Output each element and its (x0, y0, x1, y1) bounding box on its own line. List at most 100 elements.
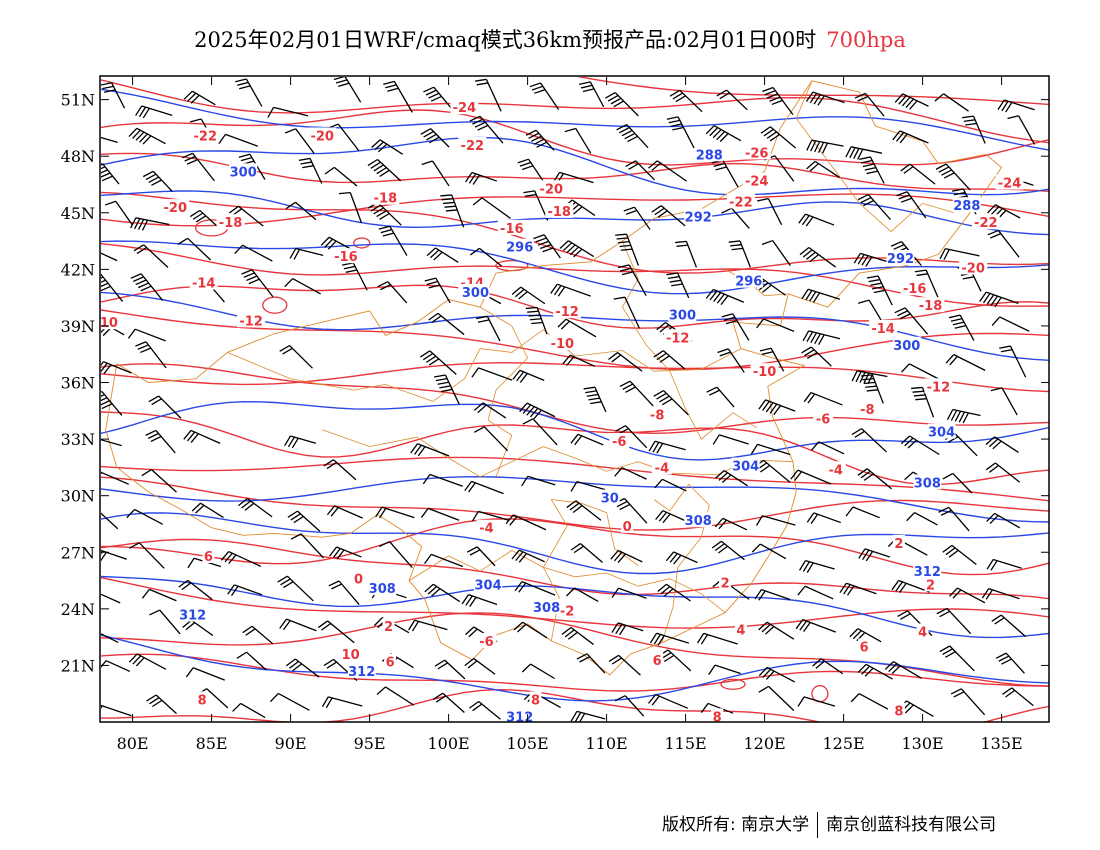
wind-barb (423, 86, 452, 109)
temperature-contour (101, 109, 1049, 166)
svg-text:-12: -12 (927, 380, 951, 395)
temperature-label: 8 (529, 691, 542, 708)
wind-barb (101, 163, 120, 185)
wind-barb (942, 472, 973, 494)
temperature-contour (101, 576, 1049, 629)
temperature-label: -26 (742, 144, 771, 161)
height-label: 300 (461, 284, 490, 301)
copyright-right: 南京创蓝科技有限公司 (826, 815, 997, 835)
wind-barb (985, 462, 1021, 483)
svg-text:-16: -16 (903, 282, 927, 297)
temperature-label: -12 (663, 329, 692, 346)
svg-text:-24: -24 (998, 177, 1022, 192)
wind-barb (754, 588, 791, 601)
temperature-contour (101, 456, 1049, 502)
wind-barb (101, 390, 123, 416)
temperature-label: -8 (857, 400, 878, 418)
title-level: 700hpa (826, 28, 906, 52)
temperature-contour (101, 152, 1049, 193)
wind-barb (378, 225, 408, 256)
wind-barb (148, 395, 182, 419)
wind-barb (716, 89, 748, 111)
wind-barb (891, 579, 930, 593)
lon-tick-label: 130E (901, 734, 943, 753)
wind-barb (859, 156, 885, 184)
temperature-labels: -24-22 -20-22-26-24 -24-20-22-20-18-18-22-… (98, 99, 1024, 725)
wind-barb (434, 374, 460, 405)
wind-barb (232, 702, 266, 719)
wind-barb (328, 580, 360, 605)
temperature-label: -6 (476, 632, 497, 650)
wind-barb (839, 582, 877, 596)
wind-barb (101, 704, 132, 717)
lon-tick-label: 110E (585, 734, 627, 753)
wind-barb (289, 247, 324, 260)
svg-text:2: 2 (384, 620, 393, 635)
height-label: 308 (532, 598, 561, 616)
wind-barb (911, 386, 935, 418)
temperature-contour (101, 518, 1049, 576)
svg-text:2: 2 (721, 576, 730, 591)
height-label: 288 (952, 197, 981, 214)
wind-barb (797, 585, 834, 600)
wind-barb (511, 549, 545, 563)
temperature-label: -20 (537, 180, 566, 197)
wind-barb (759, 347, 785, 372)
lat-tick-label: 33N (61, 430, 95, 449)
wind-barb (648, 440, 686, 454)
wind-barb (422, 473, 463, 487)
temperature-contour (101, 476, 1049, 531)
lon-tick-label: 120E (743, 734, 785, 753)
temperature-label: -20 (308, 127, 337, 144)
wind-barb (135, 105, 173, 119)
svg-text:6: 6 (653, 654, 662, 669)
svg-text:292: 292 (685, 211, 712, 226)
temperature-label: -6 (813, 410, 834, 427)
svg-text:-22: -22 (461, 139, 485, 154)
lat-tick-label: 36N (61, 374, 95, 393)
wind-barb (129, 542, 165, 569)
svg-text:-22: -22 (729, 195, 753, 210)
wind-barb (715, 470, 748, 487)
svg-text:308: 308 (533, 601, 560, 616)
wind-barb (942, 544, 977, 566)
svg-text:312: 312 (914, 565, 941, 580)
wind-barb (279, 344, 313, 369)
svg-text:-18: -18 (374, 192, 398, 207)
wind-barb (476, 315, 501, 342)
wind-barb (341, 262, 368, 291)
svg-text:-16: -16 (334, 250, 358, 265)
wind-barb (421, 160, 450, 187)
svg-text:0: 0 (354, 573, 363, 588)
svg-text:292: 292 (887, 252, 914, 267)
wind-barb (101, 252, 118, 262)
lon-tick-label: 85E (196, 734, 228, 753)
map-title: 2025年02月01日WRF/cmaq模式36km预报产品:02月01日00时 7… (0, 24, 1100, 54)
wind-barb (513, 621, 548, 639)
wind-barb (651, 205, 686, 227)
wind-barb (696, 632, 738, 645)
wind-barb (185, 667, 225, 681)
temperature-label: 8 (892, 702, 905, 720)
wind-barb (760, 126, 797, 149)
wind-barb (570, 433, 604, 446)
height-contour (101, 88, 1049, 151)
lon-tick-label: 115E (664, 734, 706, 753)
province-border (479, 306, 529, 477)
svg-text:-20: -20 (310, 129, 334, 144)
temperature-label: 6 (384, 653, 397, 671)
wind-barb (279, 618, 317, 632)
svg-text:-22: -22 (194, 129, 218, 144)
lon-tick-label: 125E (822, 734, 864, 753)
wind-barb (884, 661, 922, 679)
svg-text:8: 8 (894, 705, 903, 720)
wind-barb (728, 240, 751, 268)
wind-barb (801, 288, 841, 303)
wind-barb (428, 312, 465, 336)
wind-barb (329, 546, 362, 560)
wind-barb (936, 607, 972, 635)
svg-text:-4: -4 (479, 522, 493, 537)
wind-barb (277, 575, 314, 602)
temperature-label: 4 (734, 621, 747, 639)
